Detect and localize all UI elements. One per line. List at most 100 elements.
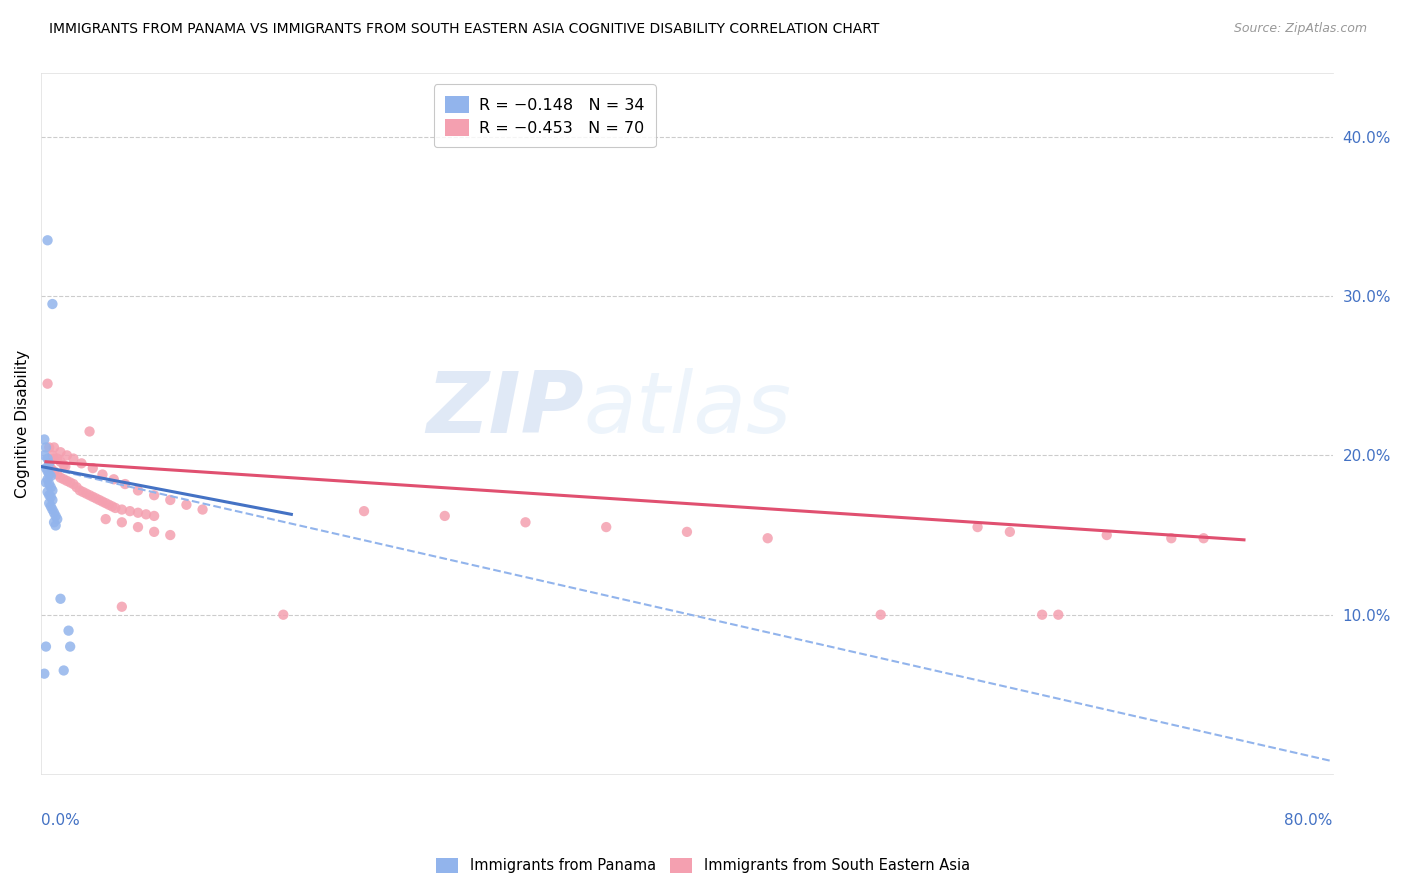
Point (111, 516, 134, 530)
Point (966, 520, 988, 534)
Point (38, 456, 60, 470)
Point (59, 475, 82, 490)
Text: Source: ZipAtlas.com: Source: ZipAtlas.com (1233, 22, 1367, 36)
Point (35, 441, 58, 455)
Point (69, 483, 91, 498)
Point (41, 502, 63, 516)
Point (191, 502, 214, 516)
Point (135, 508, 157, 522)
Point (91, 467, 114, 482)
Point (46, 451, 69, 466)
Point (118, 504, 141, 518)
Point (34, 666, 56, 681)
Point (37, 485, 59, 500)
Point (1095, 528, 1118, 542)
Point (34, 433, 56, 447)
Point (38, 488, 60, 502)
Point (46, 467, 69, 482)
Point (62, 451, 84, 466)
Point (114, 477, 136, 491)
Point (111, 502, 134, 516)
Point (159, 493, 181, 508)
Point (111, 599, 134, 614)
Point (82, 461, 104, 475)
Point (75, 486, 97, 500)
Point (127, 483, 149, 498)
Point (82, 490, 104, 504)
Text: 80.0%: 80.0% (1285, 813, 1333, 828)
Point (42, 441, 65, 455)
Point (1047, 607, 1070, 622)
Point (353, 504, 375, 518)
Point (72, 485, 94, 500)
Point (56, 449, 79, 463)
Point (66, 480, 89, 494)
Point (869, 607, 891, 622)
Point (37, 233, 59, 247)
Point (52, 664, 75, 678)
Point (39, 490, 62, 504)
Point (97, 498, 120, 512)
Point (35, 475, 58, 490)
Point (56, 474, 79, 488)
Point (35, 640, 58, 654)
Point (1160, 531, 1182, 545)
Point (39, 469, 62, 483)
Point (38, 496, 60, 510)
Text: atlas: atlas (583, 368, 792, 451)
Point (143, 488, 166, 502)
Point (49, 445, 72, 459)
Point (49, 455, 72, 469)
Legend: R = −0.148   N = 34, R = −0.453   N = 70: R = −0.148 N = 34, R = −0.453 N = 70 (434, 85, 655, 147)
Point (91, 494, 114, 508)
Point (37, 451, 59, 466)
Point (756, 531, 779, 545)
Text: IMMIGRANTS FROM PANAMA VS IMMIGRANTS FROM SOUTH EASTERN ASIA COGNITIVE DISABILIT: IMMIGRANTS FROM PANAMA VS IMMIGRANTS FRO… (49, 22, 880, 37)
Point (41, 297, 63, 311)
Point (42, 506, 65, 520)
Point (38, 477, 60, 491)
Point (39, 461, 62, 475)
Point (59, 640, 82, 654)
Point (79, 488, 101, 502)
Point (45, 508, 67, 523)
Point (1192, 531, 1215, 545)
Point (39, 500, 62, 514)
Point (49, 591, 72, 606)
Point (41, 493, 63, 508)
Point (1031, 607, 1053, 622)
Point (103, 472, 125, 486)
Point (35, 461, 58, 475)
Point (79, 425, 101, 439)
Point (998, 524, 1021, 539)
Point (62, 477, 84, 491)
Point (58, 624, 80, 638)
Point (94, 496, 117, 510)
Point (46, 512, 69, 526)
Point (176, 498, 198, 512)
Point (143, 508, 166, 523)
Point (41, 449, 63, 463)
Point (515, 516, 537, 530)
Point (676, 524, 699, 539)
Point (37, 376, 59, 391)
Point (127, 520, 149, 534)
Point (595, 520, 617, 534)
Point (42, 516, 65, 530)
Point (84, 491, 107, 506)
Point (104, 500, 127, 515)
Point (53, 459, 76, 474)
Point (37, 472, 59, 486)
Legend: Immigrants from Panama, Immigrants from South Eastern Asia: Immigrants from Panama, Immigrants from … (429, 850, 977, 880)
Point (433, 508, 456, 523)
Point (49, 471, 72, 485)
Y-axis label: Cognitive Disability: Cognitive Disability (15, 350, 30, 498)
Point (271, 607, 294, 622)
Point (70, 456, 93, 470)
Text: 0.0%: 0.0% (41, 813, 80, 828)
Point (38, 441, 60, 455)
Point (38, 467, 60, 482)
Point (101, 500, 124, 514)
Point (94, 512, 117, 526)
Point (159, 528, 181, 542)
